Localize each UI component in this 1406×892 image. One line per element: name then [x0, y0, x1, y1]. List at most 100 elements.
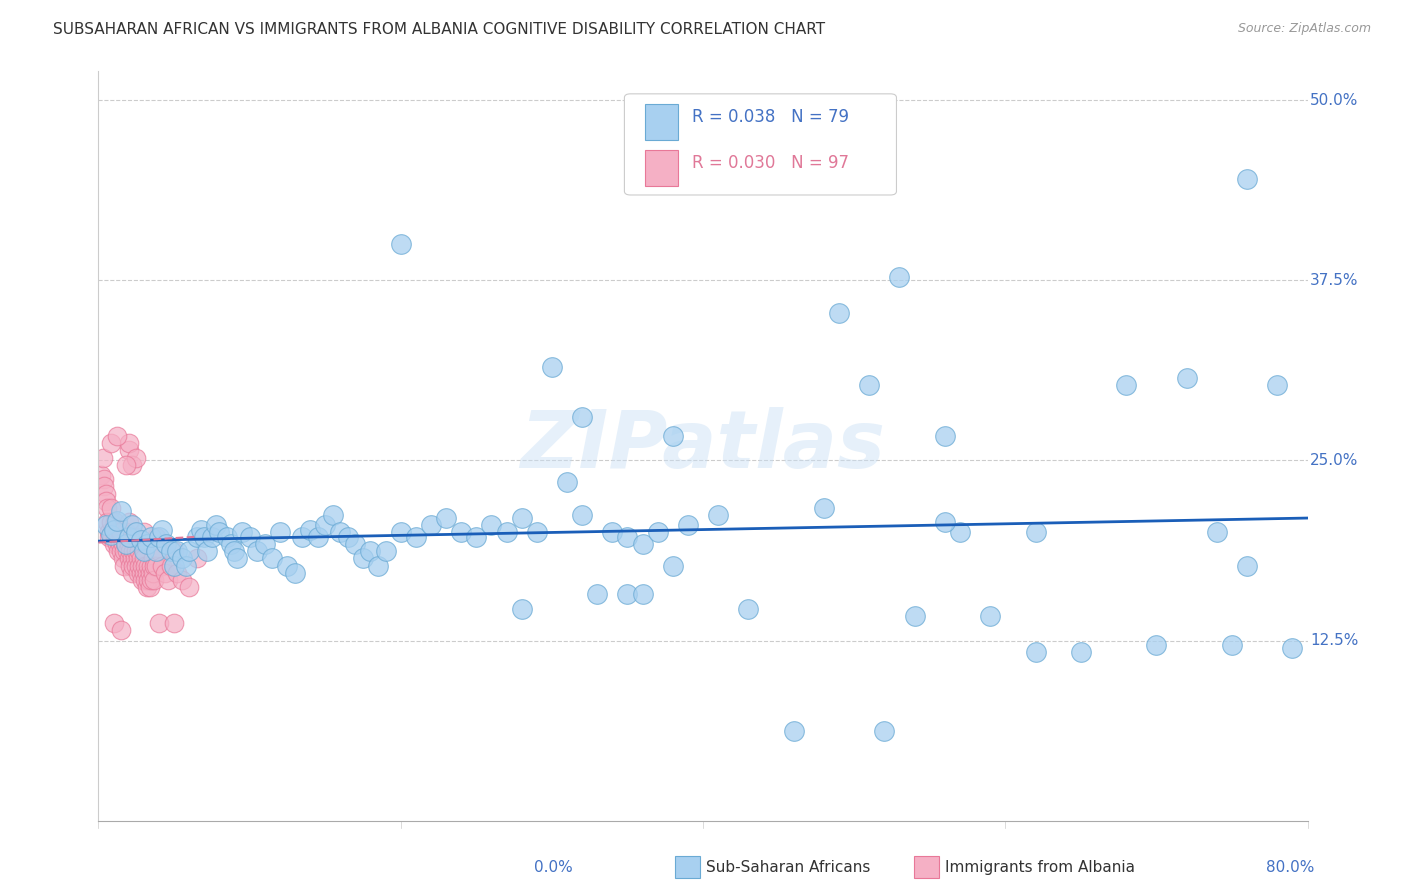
Point — [148, 530, 170, 544]
Point — [163, 558, 186, 573]
Point — [1236, 172, 1258, 186]
Point — [284, 566, 307, 580]
Point — [132, 551, 155, 566]
Point — [979, 609, 1001, 624]
Point — [115, 544, 138, 558]
Point — [139, 566, 162, 580]
Point — [904, 609, 927, 624]
Point — [110, 504, 132, 518]
Point — [114, 525, 136, 540]
Point — [1267, 378, 1289, 392]
Point — [336, 530, 359, 544]
Point — [374, 544, 396, 558]
Point — [120, 544, 142, 558]
Point — [108, 525, 131, 540]
Point — [510, 511, 533, 525]
Point — [155, 537, 177, 551]
Point — [127, 551, 149, 566]
Point — [631, 537, 654, 551]
Point — [94, 486, 117, 500]
Point — [783, 724, 806, 739]
Point — [128, 544, 150, 558]
Point — [465, 530, 488, 544]
Point — [647, 525, 669, 540]
Point — [150, 523, 173, 537]
Point — [115, 530, 138, 544]
Point — [186, 530, 208, 544]
Point — [153, 566, 176, 580]
Point — [858, 378, 880, 392]
Point — [166, 544, 188, 558]
Point — [360, 544, 382, 558]
Point — [134, 558, 156, 573]
Point — [132, 544, 155, 558]
Point — [224, 544, 246, 558]
Point — [105, 537, 128, 551]
Point — [91, 450, 114, 465]
Point — [602, 525, 624, 540]
Point — [174, 558, 197, 573]
Point — [103, 537, 125, 551]
Point — [118, 516, 141, 530]
Point — [307, 530, 329, 544]
Point — [405, 530, 427, 544]
Point — [389, 237, 412, 252]
Point — [132, 525, 155, 540]
Text: SUBSAHARAN AFRICAN VS IMMIGRANTS FROM ALBANIA COGNITIVE DISABILITY CORRELATION C: SUBSAHARAN AFRICAN VS IMMIGRANTS FROM AL… — [53, 22, 825, 37]
Point — [96, 500, 118, 515]
Point — [276, 558, 298, 573]
Point — [434, 511, 457, 525]
Point — [193, 530, 215, 544]
Point — [314, 518, 336, 533]
Point — [190, 523, 212, 537]
Point — [127, 566, 149, 580]
Point — [226, 551, 249, 566]
Text: ZIPatlas: ZIPatlas — [520, 407, 886, 485]
Point — [1175, 371, 1198, 385]
Text: Source: ZipAtlas.com: Source: ZipAtlas.com — [1237, 22, 1371, 36]
Text: R = 0.030   N = 97: R = 0.030 N = 97 — [692, 154, 849, 172]
Point — [96, 516, 118, 530]
Point — [571, 410, 593, 425]
Point — [889, 270, 911, 285]
Point — [136, 573, 159, 587]
Point — [101, 530, 124, 544]
Point — [540, 359, 562, 374]
Point — [148, 616, 170, 631]
Point — [676, 518, 699, 533]
Point — [481, 518, 503, 533]
Point — [122, 558, 145, 573]
Point — [586, 587, 609, 601]
Text: 12.5%: 12.5% — [1310, 633, 1358, 648]
Point — [142, 551, 165, 566]
Point — [160, 544, 183, 558]
Point — [128, 558, 150, 573]
Point — [118, 530, 141, 544]
Point — [145, 558, 167, 573]
Point — [179, 544, 201, 558]
Point — [949, 525, 972, 540]
Point — [179, 580, 201, 594]
Text: Sub-Saharan Africans: Sub-Saharan Africans — [706, 860, 870, 874]
Point — [1206, 525, 1229, 540]
Point — [352, 551, 374, 566]
Point — [170, 551, 193, 566]
Point — [148, 544, 170, 558]
Point — [114, 537, 136, 551]
Point — [105, 525, 128, 540]
Point — [118, 436, 141, 450]
Point — [934, 516, 956, 530]
Point — [125, 450, 148, 465]
Text: Immigrants from Albania: Immigrants from Albania — [945, 860, 1135, 874]
Point — [141, 558, 163, 573]
Point — [367, 558, 389, 573]
Text: 50.0%: 50.0% — [1310, 93, 1358, 108]
Point — [246, 544, 269, 558]
Point — [201, 530, 224, 544]
Point — [107, 544, 129, 558]
Point — [215, 530, 238, 544]
Point — [112, 544, 135, 558]
Point — [873, 724, 896, 739]
Text: 80.0%: 80.0% — [1267, 860, 1315, 874]
Point — [135, 566, 157, 580]
